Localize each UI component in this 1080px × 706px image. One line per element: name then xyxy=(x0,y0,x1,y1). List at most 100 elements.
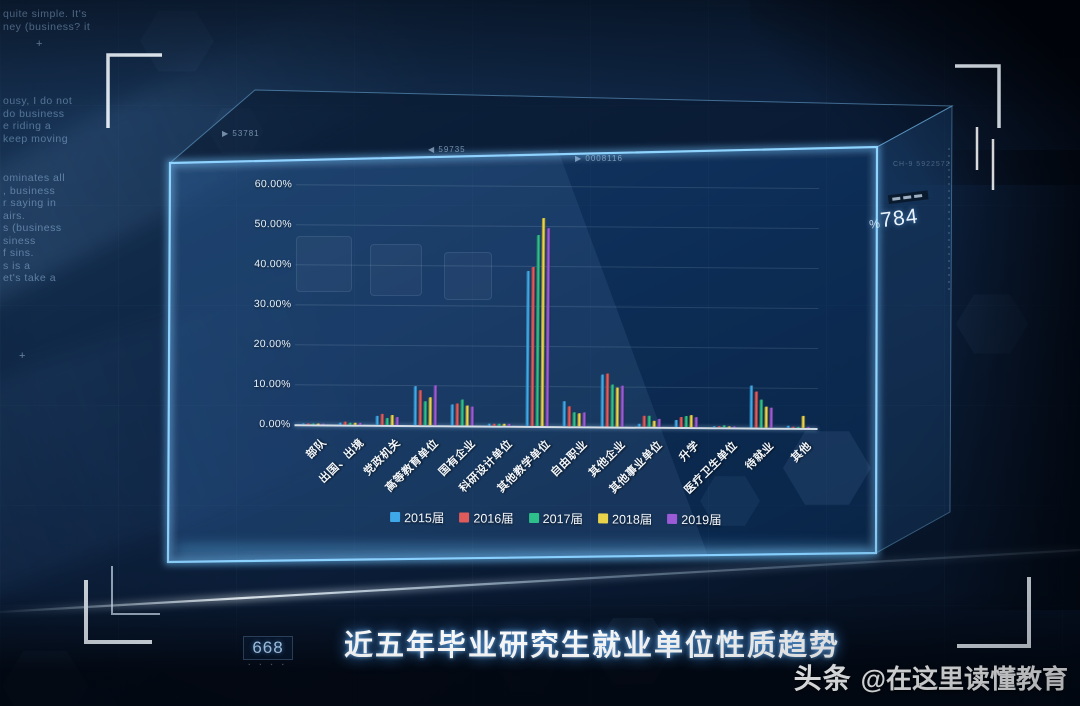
bar-cluster-14 xyxy=(786,188,814,428)
legend-label: 2017届 xyxy=(542,512,584,527)
corner-bracket-bottom-right xyxy=(957,577,1031,648)
bar-2016届-科研设计单位 xyxy=(492,424,497,426)
bar-2017届-党政机关 xyxy=(385,417,390,425)
legend-label: 2015届 xyxy=(404,511,445,526)
bar-2017届-其他 xyxy=(796,426,801,428)
legend-label: 2018届 xyxy=(611,512,653,527)
bar-2015届-升学 xyxy=(674,419,679,427)
bar-2015届-医疗卫生单位 xyxy=(712,426,717,428)
bar-2017届-出国、出境 xyxy=(348,422,353,425)
bar-cluster-12 xyxy=(711,187,739,428)
bar-2015届-国有企业 xyxy=(450,404,455,426)
bar-2019届-其他 xyxy=(806,426,811,428)
bar-2017届-国有企业 xyxy=(460,399,465,426)
ghost-frame xyxy=(370,244,422,296)
gridline-20 xyxy=(295,344,819,349)
channel-digits: 5922572 xyxy=(916,161,951,168)
box-bottom-glow xyxy=(175,547,873,556)
bar-2015届-其他 xyxy=(786,425,791,428)
y-tick-10: 10.00% xyxy=(253,378,291,391)
bar-2015届-自由职业 xyxy=(562,401,567,427)
gridline-60 xyxy=(296,184,820,189)
legend-swatch xyxy=(390,511,401,522)
bar-2015届-科研设计单位 xyxy=(487,423,492,426)
bar-cluster-2 xyxy=(338,185,366,425)
readout-number: 784 xyxy=(879,204,920,233)
x-tick-部队: 部队 xyxy=(303,436,329,462)
bar-cluster-4 xyxy=(412,185,440,426)
legend-swatch xyxy=(667,513,678,524)
bar-2019届-其他企业 xyxy=(620,385,625,427)
bar-2017届-部队 xyxy=(311,423,316,425)
bar-2016届-高等教育单位 xyxy=(418,390,423,426)
bar-2018届-升学 xyxy=(689,414,694,428)
legend-item-2019届: 2019届 xyxy=(667,509,722,528)
bar-2018届-其他 xyxy=(801,415,806,428)
toutiao-logo: 头条 xyxy=(793,663,852,694)
legend-label: 2016届 xyxy=(473,511,514,526)
bar-2019届-科研设计单位 xyxy=(507,424,512,426)
x-axis-line xyxy=(294,424,818,430)
bar-2018届-高等教育单位 xyxy=(428,397,433,426)
bar-2018届-待就业 xyxy=(764,406,769,428)
gridline-50 xyxy=(295,224,819,229)
bar-cluster-10 xyxy=(636,187,664,427)
bar-2016届-其他企业 xyxy=(605,373,610,427)
bar-cluster-13 xyxy=(748,187,776,428)
bar-cluster-11 xyxy=(674,187,702,428)
bar-2016届-出国、出境 xyxy=(343,421,348,425)
corner-bracket-top-left xyxy=(106,53,162,128)
bar-2018届-部队 xyxy=(316,423,321,425)
bar-2019届-出国、出境 xyxy=(358,422,363,425)
corner-bracket-bottom-left xyxy=(84,580,152,644)
bar-2016届-党政机关 xyxy=(380,413,385,425)
x-tick-待就业: 待就业 xyxy=(743,439,777,473)
bar-2019届-医疗卫生单位 xyxy=(732,426,737,428)
channel-label: CH-9 xyxy=(893,161,914,168)
bar-2019届-升学 xyxy=(694,417,699,428)
bar-2015届-党政机关 xyxy=(375,416,380,425)
ghost-frame xyxy=(296,236,352,292)
bar-2015届-出国、出境 xyxy=(338,423,343,425)
bar-2019届-自由职业 xyxy=(582,412,587,427)
bar-2016届-其他 xyxy=(791,426,796,428)
bar-cluster-8 xyxy=(562,186,590,427)
bar-2018届-国有企业 xyxy=(465,405,470,426)
bar-2019届-高等教育单位 xyxy=(433,385,438,426)
bar-cluster-6 xyxy=(487,186,515,426)
bar-2017届-其他企业 xyxy=(610,384,615,427)
counter-dots: ▪ ▪ ▪ ▪ xyxy=(248,662,288,668)
box-right-face xyxy=(875,105,953,554)
bar-2015届-其他企业 xyxy=(600,374,605,427)
ghost-frame xyxy=(444,252,492,300)
y-tick-60: 60.00% xyxy=(254,178,293,191)
bar-2018届-自由职业 xyxy=(577,413,582,427)
slide-title: 近五年毕业研究生就业单位性质趋势 xyxy=(343,630,840,662)
bar-chart: 2015届 2016届 2017届 2018届 2019届 60.00% 50.00% 40… xyxy=(244,170,832,544)
legend-item-2017届: 2017届 xyxy=(528,508,584,527)
bar-2017届-待就业 xyxy=(759,399,764,428)
x-tick-升学: 升学 xyxy=(677,439,703,464)
y-tick-20: 20.00% xyxy=(253,338,292,351)
bar-2019届-国有企业 xyxy=(470,406,475,426)
bar-2015届-其他事业单位 xyxy=(637,423,642,427)
percent-symbol: % xyxy=(868,216,882,232)
bar-2019届-党政机关 xyxy=(395,416,400,426)
gridline-40 xyxy=(295,264,819,269)
legend-swatch xyxy=(459,511,470,523)
gridline-10 xyxy=(294,384,818,389)
bar-2016届-自由职业 xyxy=(567,406,572,427)
bar-2015届-待就业 xyxy=(749,385,754,428)
bar-cluster-9 xyxy=(599,186,627,427)
legend-item-2018届: 2018届 xyxy=(597,508,653,527)
x-tick-自由职业: 自由职业 xyxy=(548,438,591,480)
bar-2017届-高等教育单位 xyxy=(423,400,428,426)
chart-legend: 2015届 2016届 2017届 2018届 2019届 xyxy=(390,507,722,528)
legend-label: 2019届 xyxy=(681,513,722,528)
bar-2018届-科研设计单位 xyxy=(502,423,507,426)
bar-2018届-其他事业单位 xyxy=(652,421,657,427)
bar-2015届-其他教学单位 xyxy=(525,270,531,426)
y-tick-30: 30.00% xyxy=(253,298,292,311)
legend-item-2016届: 2016届 xyxy=(459,507,514,526)
